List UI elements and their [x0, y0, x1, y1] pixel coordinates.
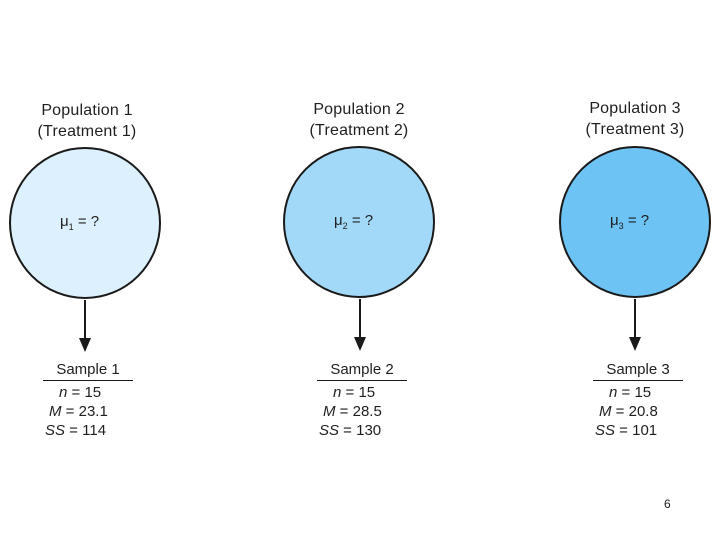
- sample-2-ss: SS = 130: [317, 421, 407, 440]
- population-title-line: Population 1: [41, 102, 133, 119]
- sample-2: Sample 2 n = 15 M = 28.5 SS = 130: [317, 360, 407, 440]
- equals: =: [611, 403, 629, 420]
- population-2-mean: μ2 = ?: [334, 212, 373, 231]
- sample-1-ss: SS = 114: [43, 421, 133, 440]
- ss-value: 101: [632, 422, 658, 439]
- population-1-arrow: [79, 300, 91, 352]
- m-label: M: [49, 403, 62, 420]
- m-value: 20.8: [628, 403, 658, 420]
- population-title-line: Population 3: [589, 100, 681, 117]
- treatment-label: (Treatment 3): [585, 121, 685, 138]
- treatment-label: (Treatment 2): [309, 122, 409, 139]
- n-label: n: [59, 384, 68, 401]
- population-3-mean: μ3 = ?: [610, 212, 649, 231]
- equals: =: [341, 384, 359, 401]
- n-label: n: [609, 384, 618, 401]
- sample-3: Sample 3 n = 15 M = 20.8 SS = 101: [593, 360, 683, 440]
- equals: =: [65, 422, 83, 439]
- mu-value: = ?: [347, 212, 374, 229]
- sample-3-label: Sample 3: [593, 360, 683, 381]
- n-value: 15: [84, 384, 102, 401]
- page-number: 6: [664, 497, 671, 511]
- sample-2-n: n = 15: [317, 383, 407, 402]
- mu-subscript: 3: [618, 221, 624, 231]
- m-value: 23.1: [78, 403, 108, 420]
- population-3-arrow: [629, 299, 641, 351]
- ss-label: SS: [45, 422, 66, 439]
- population-2-arrow: [354, 299, 366, 351]
- equals: =: [67, 384, 85, 401]
- m-value: 28.5: [352, 403, 382, 420]
- sample-2-m: M = 28.5: [317, 402, 407, 421]
- sample-2-label: Sample 2: [317, 360, 407, 381]
- sample-1-m: M = 23.1: [43, 402, 133, 421]
- m-label: M: [599, 403, 612, 420]
- equals: =: [339, 422, 357, 439]
- mu-symbol: μ: [60, 213, 69, 230]
- mu-value: = ?: [73, 213, 100, 230]
- population-1-title: Population 1 (Treatment 1): [0, 100, 187, 142]
- population-2-title: Population 2 (Treatment 2): [259, 99, 459, 141]
- n-value: 15: [358, 384, 376, 401]
- ss-value: 114: [82, 422, 107, 439]
- equals: =: [617, 384, 635, 401]
- ss-label: SS: [319, 422, 340, 439]
- treatment-label: (Treatment 1): [37, 123, 137, 140]
- population-1-mean: μ1 = ?: [60, 213, 99, 232]
- mu-value: = ?: [623, 212, 650, 229]
- ss-label: SS: [595, 422, 616, 439]
- population-2-circle: [283, 146, 435, 298]
- population-1-circle: [9, 147, 161, 299]
- sample-1: Sample 1 n = 15 M = 23.1 SS = 114: [43, 360, 133, 440]
- equals: =: [335, 403, 353, 420]
- ss-value: 130: [356, 422, 382, 439]
- sample-1-label: Sample 1: [43, 360, 133, 381]
- sample-1-n: n = 15: [43, 383, 133, 402]
- population-3-circle: [559, 146, 711, 298]
- sample-3-ss: SS = 101: [593, 421, 683, 440]
- n-value: 15: [634, 384, 652, 401]
- sample-3-m: M = 20.8: [593, 402, 683, 421]
- equals: =: [61, 403, 79, 420]
- population-title-line: Population 2: [313, 101, 405, 118]
- mu-subscript: 2: [342, 221, 348, 231]
- population-3-title: Population 3 (Treatment 3): [535, 98, 720, 140]
- mu-subscript: 1: [68, 222, 74, 232]
- mu-symbol: μ: [610, 212, 619, 229]
- sample-3-n: n = 15: [593, 383, 683, 402]
- m-label: M: [323, 403, 336, 420]
- mu-symbol: μ: [334, 212, 343, 229]
- equals: =: [615, 422, 633, 439]
- n-label: n: [333, 384, 342, 401]
